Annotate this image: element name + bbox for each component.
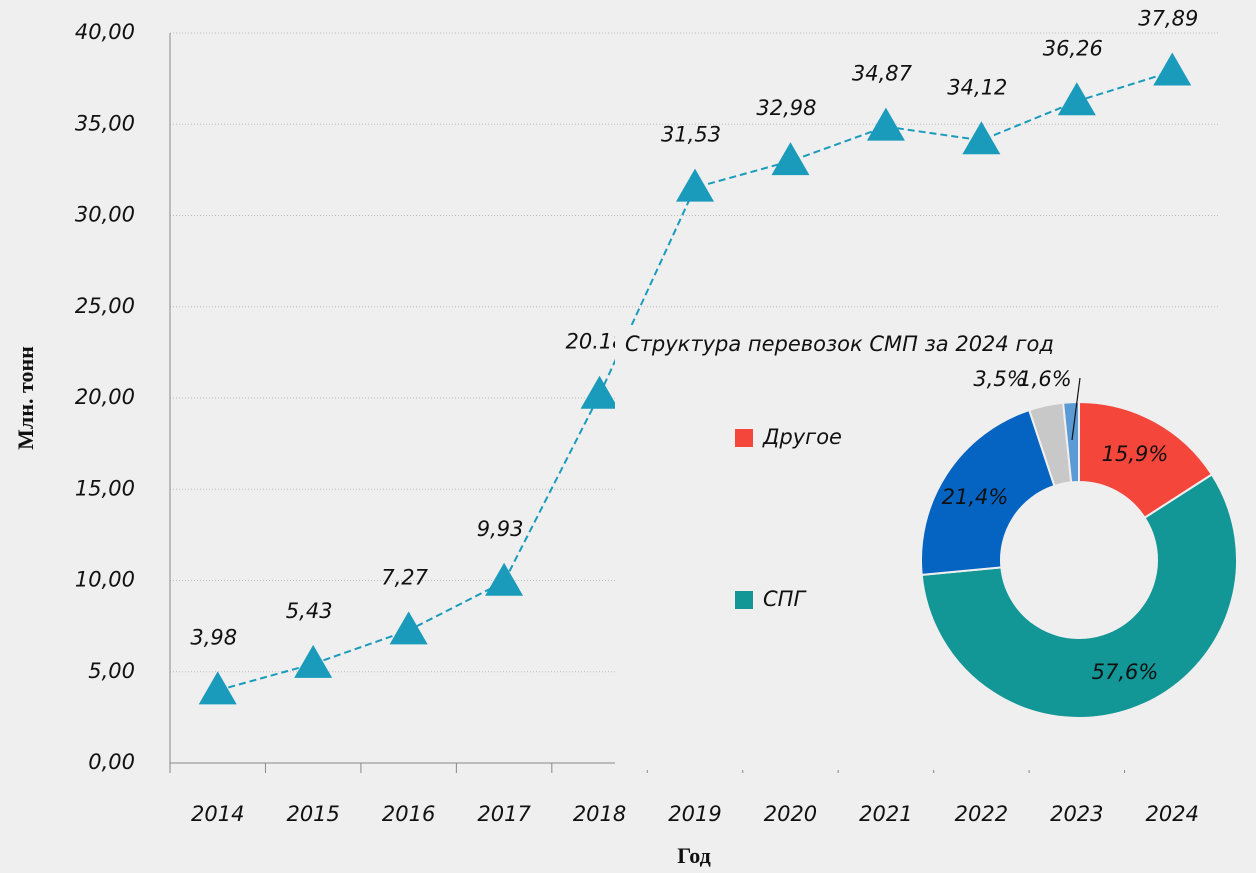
legend-label: Другое [762, 425, 842, 449]
data-label: 36,26 [1043, 36, 1103, 60]
x-axis-title: Год [677, 843, 711, 868]
donut-label: 21,4% [942, 485, 1009, 509]
marker [676, 168, 714, 202]
y-tick-label: 20,00 [75, 385, 135, 409]
marker [485, 562, 524, 596]
legend-label: СПГ [763, 587, 807, 611]
marker [1153, 52, 1192, 86]
data-label: 31,53 [661, 123, 721, 147]
y-tick-label: 0,00 [88, 750, 135, 774]
donut-title: Структура перевозок СМП за 2024 год [625, 332, 1054, 356]
marker [580, 375, 619, 409]
y-tick-label: 5,00 [88, 659, 135, 683]
data-label: 37,89 [1138, 7, 1198, 31]
marker [866, 107, 905, 141]
marker [771, 142, 810, 176]
x-tick-label: 2023 [1050, 802, 1103, 826]
y-tick-label: 25,00 [75, 294, 135, 318]
data-label: 34,12 [947, 75, 1007, 99]
data-label: 3,98 [190, 625, 237, 649]
marker [962, 121, 1001, 155]
x-tick-label: 2018 [573, 802, 626, 826]
x-tick-label: 2019 [668, 802, 721, 826]
data-label: 9,93 [477, 517, 524, 541]
donut-label: 15,9% [1102, 442, 1169, 466]
donut-segment [1062, 400, 1080, 484]
legend-swatch [735, 429, 753, 447]
y-tick-label: 35,00 [75, 111, 135, 135]
x-tick-label: 2017 [477, 802, 531, 826]
y-tick-label: 30,00 [75, 203, 135, 227]
x-tick-label: 2024 [1146, 802, 1199, 826]
data-label: 34,87 [852, 62, 913, 86]
x-tick-label: 2021 [859, 802, 912, 826]
legend-swatch [735, 591, 753, 609]
data-label: 7,27 [381, 565, 428, 589]
y-tick-label: 40,00 [75, 20, 135, 44]
donut-segment [1078, 400, 1214, 520]
x-tick-label: 2014 [191, 802, 244, 826]
donut-label: 1,6% [1018, 367, 1071, 391]
donut-label: 3,5% [973, 367, 1026, 391]
x-tick-label: 2015 [286, 802, 339, 826]
data-label: 32,98 [756, 96, 816, 120]
marker [389, 611, 428, 645]
series-line [217, 70, 1173, 692]
marker [294, 644, 333, 678]
x-tick-label: 2016 [382, 802, 435, 826]
donut-segment [920, 408, 1056, 576]
x-tick-label: 2020 [764, 802, 817, 826]
marker [198, 671, 237, 705]
donut-segment [920, 473, 1238, 719]
x-tick-label: 2022 [955, 802, 1008, 826]
y-tick-label: 10,00 [75, 568, 135, 592]
donut-label: 57,6% [1092, 660, 1159, 684]
marker [1057, 82, 1096, 116]
data-label: 5,43 [286, 599, 333, 623]
y-tick-label: 15,00 [75, 476, 135, 500]
y-axis-title: Млн. тонн [13, 346, 38, 450]
leader-line [1071, 377, 1081, 441]
